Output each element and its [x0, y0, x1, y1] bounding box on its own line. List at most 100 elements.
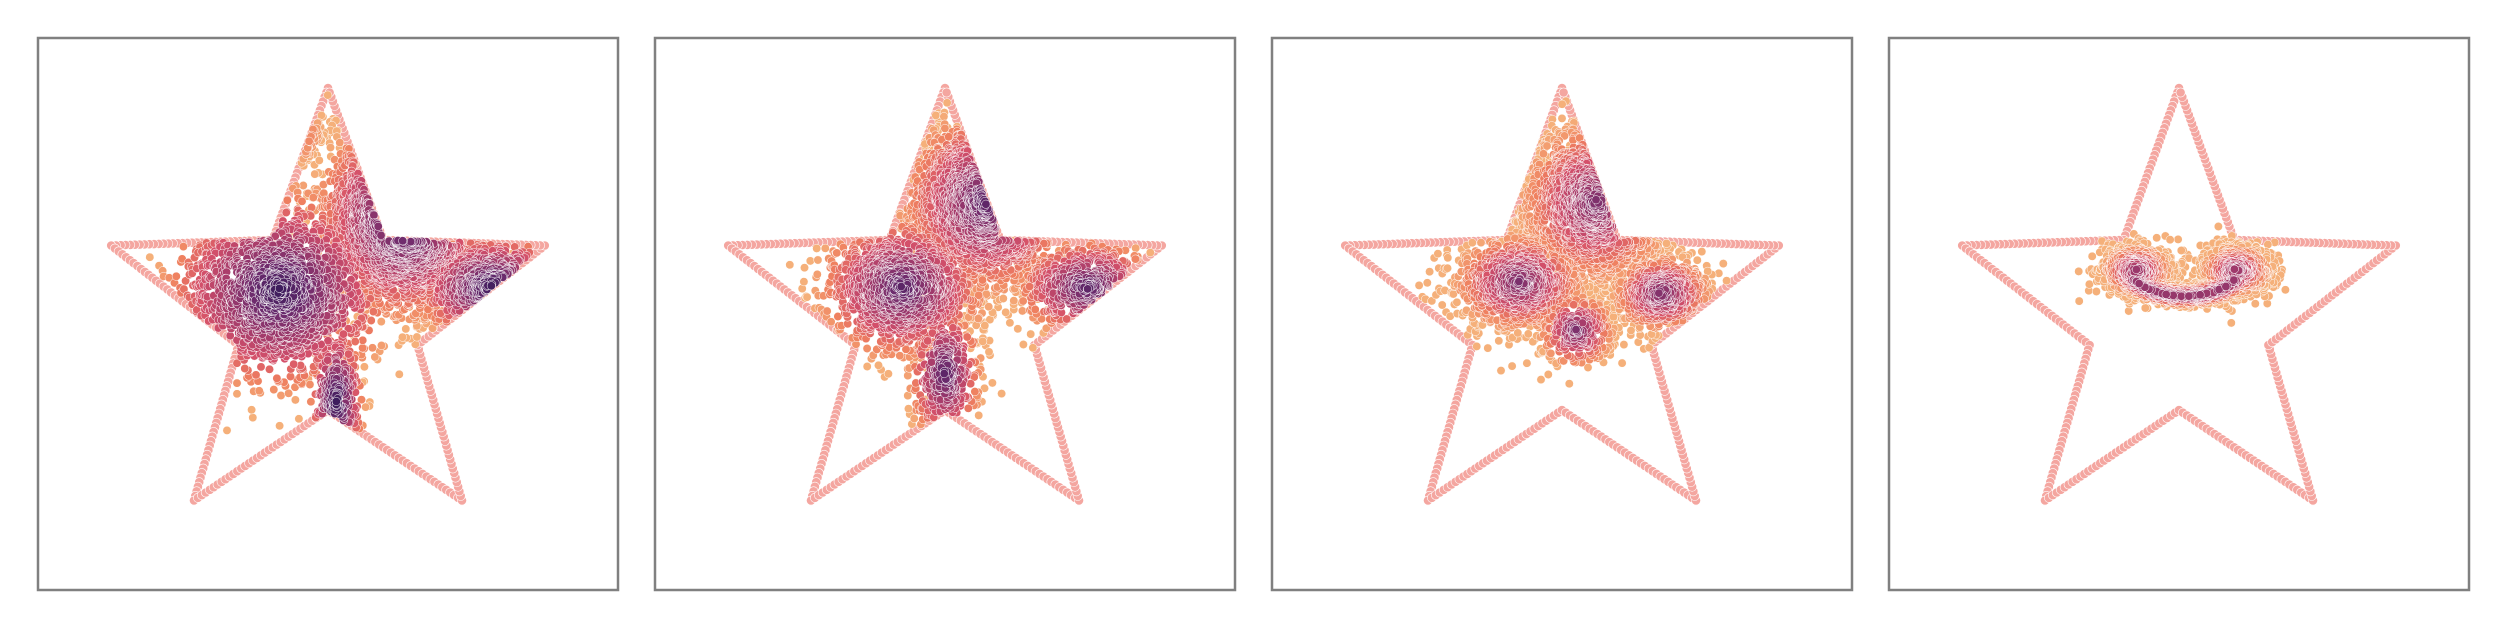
sample-point [812, 243, 822, 253]
sample-point [240, 364, 250, 373]
sample-point [275, 421, 285, 431]
sample-point [247, 405, 257, 415]
sample-point [359, 362, 369, 372]
sample-point [323, 355, 333, 365]
sample-point [284, 388, 294, 398]
sample-point [984, 347, 994, 357]
sample-point [335, 138, 345, 148]
sample-point [944, 132, 954, 142]
sample-point [361, 402, 371, 412]
sample-point [145, 252, 155, 262]
sample-point [350, 337, 360, 346]
sample-point [1026, 329, 1036, 339]
sample-point [486, 281, 496, 291]
sample-point [931, 110, 941, 120]
sample-point [398, 236, 408, 246]
sample-point [813, 255, 823, 265]
sample-point [358, 335, 368, 345]
sample-point [903, 371, 913, 381]
sample-point [171, 271, 181, 281]
sample-point [978, 336, 988, 346]
sample-point [998, 294, 1008, 303]
scatter-panel-1 [36, 36, 620, 592]
sample-point [1013, 324, 1023, 334]
sample-point [942, 98, 952, 108]
sample-point [939, 112, 949, 122]
sample-point [297, 196, 307, 206]
sample-point [398, 332, 407, 342]
sample-point [366, 316, 376, 325]
boundary-point [941, 87, 952, 98]
sample-point [310, 169, 320, 179]
sample-point [358, 343, 368, 353]
sample-point [997, 389, 1007, 399]
sample-point [1028, 343, 1038, 353]
sample-point [282, 195, 292, 205]
sample-point [265, 364, 274, 374]
sample-point [799, 277, 809, 287]
sample-point [373, 221, 383, 231]
sample-point [304, 136, 314, 146]
sample-points [145, 90, 534, 435]
sample-point [316, 226, 326, 235]
sample-point [940, 123, 950, 133]
sample-point [370, 352, 380, 362]
sample-point [984, 302, 994, 312]
sample-point [251, 370, 261, 380]
sample-point [274, 283, 284, 293]
sample-point [862, 362, 872, 371]
sample-point [1018, 296, 1028, 306]
sample-point [785, 260, 795, 270]
sample-point [802, 292, 812, 302]
sample-point [1030, 305, 1040, 314]
sample-point [401, 324, 411, 334]
sample-point [822, 306, 832, 316]
sample-point [256, 362, 266, 372]
sample-point [232, 378, 242, 388]
sample-point [874, 360, 883, 370]
sample-point [338, 329, 348, 339]
sample-point [1001, 307, 1011, 317]
sample-point [412, 332, 422, 342]
sample-point [980, 321, 990, 331]
sample-point [406, 237, 416, 247]
sample-point [323, 90, 333, 100]
sample-point [904, 404, 913, 414]
sample-point [232, 389, 242, 399]
sample-point [1131, 243, 1141, 253]
sample-point [294, 414, 304, 424]
sample-point [376, 230, 386, 240]
sample-point [987, 378, 997, 388]
sample-point [306, 397, 316, 407]
sample-point [369, 210, 379, 220]
sample-point [377, 341, 386, 350]
sample-point [178, 242, 188, 252]
sample-point [970, 387, 980, 397]
sample-point [812, 269, 822, 279]
sample-point [281, 208, 291, 217]
sample-point [344, 349, 353, 359]
sample-point [974, 410, 984, 420]
sample-point [222, 425, 232, 435]
sample-point [254, 386, 264, 396]
sample-point [1130, 254, 1140, 264]
sample-point [1018, 340, 1028, 349]
sample-point [1145, 248, 1155, 258]
sample-point [826, 317, 836, 327]
sample-point [805, 256, 815, 266]
sample-point [376, 317, 386, 327]
sample-point [394, 369, 404, 379]
sample-point [305, 380, 315, 389]
sample-point [314, 155, 324, 165]
sample-point [883, 369, 893, 379]
sample-point [286, 372, 295, 381]
sample-point [820, 243, 830, 253]
sample-point [308, 193, 318, 202]
sample-point [290, 395, 300, 405]
scatter-panel-2 [653, 36, 1237, 592]
sample-point [909, 414, 919, 423]
sample-point [1005, 318, 1015, 328]
sample-point [978, 275, 987, 285]
sample-point [331, 397, 341, 406]
